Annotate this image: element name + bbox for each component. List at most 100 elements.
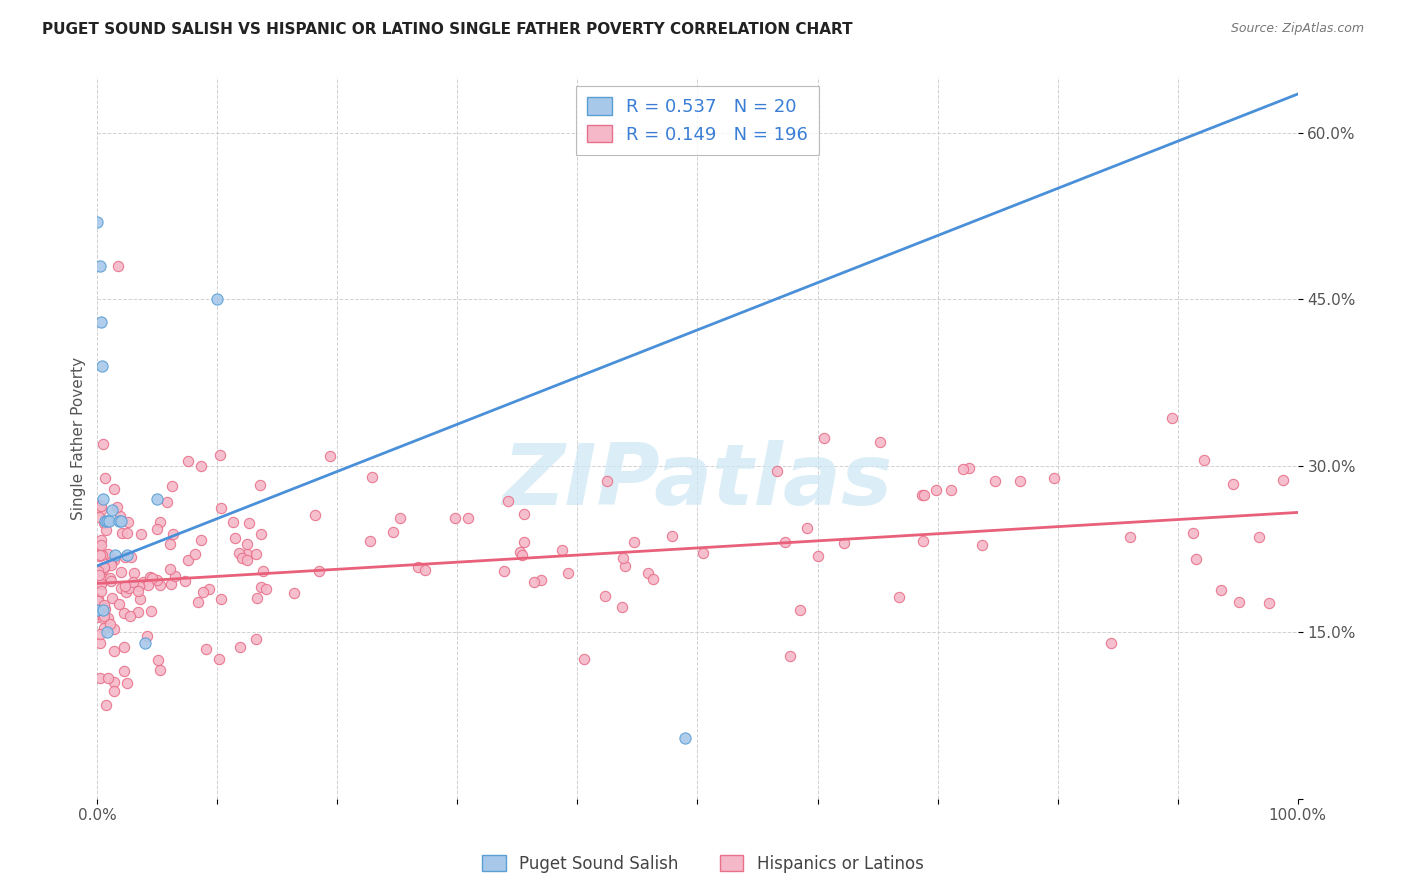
Point	[115, 585, 138, 599]
Point	[87, 499, 110, 513]
Point	[1185, 552, 1208, 566]
Point	[103, 482, 125, 496]
Point	[308, 564, 330, 578]
Point	[207, 293, 229, 307]
Point	[128, 579, 150, 593]
Point	[162, 526, 184, 541]
Point	[245, 547, 267, 561]
Point	[661, 528, 683, 542]
Point	[89, 636, 111, 650]
Point	[90, 315, 112, 329]
Point	[361, 469, 384, 483]
Point	[132, 574, 155, 589]
Point	[98, 617, 121, 632]
Point	[283, 586, 305, 600]
Point	[136, 578, 159, 592]
Point	[637, 566, 659, 581]
Point	[231, 550, 253, 565]
Point	[146, 492, 169, 507]
Point	[250, 526, 273, 541]
Point	[1249, 530, 1271, 544]
Point	[120, 550, 142, 565]
Point	[236, 552, 259, 566]
Point	[91, 436, 114, 450]
Point	[246, 591, 269, 605]
Point	[382, 524, 405, 539]
Point	[122, 566, 145, 580]
Point	[224, 531, 246, 545]
Point	[194, 641, 217, 656]
Point	[93, 621, 115, 635]
Point	[87, 593, 110, 607]
Point	[165, 569, 187, 583]
Point	[103, 684, 125, 698]
Point	[498, 494, 520, 508]
Point	[1010, 475, 1032, 489]
Point	[118, 581, 141, 595]
Point	[90, 549, 112, 563]
Point	[86, 610, 108, 624]
Point	[444, 511, 467, 525]
Point	[249, 478, 271, 492]
Point	[114, 578, 136, 592]
Point	[146, 653, 169, 667]
Point	[94, 602, 117, 616]
Point	[90, 499, 112, 513]
Point	[110, 582, 132, 596]
Point	[91, 359, 114, 373]
Point	[93, 598, 115, 612]
Point	[1222, 477, 1244, 491]
Point	[641, 572, 664, 586]
Point	[146, 522, 169, 536]
Point	[1272, 473, 1295, 487]
Point	[972, 538, 994, 552]
Point	[87, 564, 110, 578]
Point	[457, 510, 479, 524]
Point	[93, 560, 115, 574]
Point	[177, 553, 200, 567]
Point	[912, 534, 935, 549]
Point	[155, 495, 177, 509]
Point	[93, 561, 115, 575]
Point	[87, 549, 110, 563]
Point	[238, 516, 260, 530]
Point	[141, 570, 163, 584]
Y-axis label: Single Father Poverty: Single Father Poverty	[72, 357, 86, 520]
Point	[1181, 525, 1204, 540]
Point	[523, 574, 546, 589]
Point	[107, 259, 129, 273]
Point	[87, 538, 110, 552]
Point	[114, 550, 136, 565]
Point	[93, 514, 115, 528]
Point	[117, 548, 139, 562]
Point	[911, 488, 934, 502]
Point	[139, 570, 162, 584]
Point	[254, 582, 277, 597]
Point	[118, 608, 141, 623]
Legend: R = 0.537   N = 20, R = 0.149   N = 196: R = 0.537 N = 20, R = 0.149 N = 196	[576, 87, 820, 155]
Point	[135, 629, 157, 643]
Point	[89, 563, 111, 577]
Point	[89, 259, 111, 273]
Point	[492, 565, 515, 579]
Point	[90, 533, 112, 547]
Point	[406, 560, 429, 574]
Point	[86, 603, 108, 617]
Point	[103, 675, 125, 690]
Point	[103, 644, 125, 658]
Point	[127, 583, 149, 598]
Point	[89, 568, 111, 582]
Point	[191, 585, 214, 599]
Point	[146, 573, 169, 587]
Point	[207, 652, 229, 666]
Point	[593, 589, 616, 603]
Point	[765, 464, 787, 478]
Point	[610, 600, 633, 615]
Point	[236, 547, 259, 561]
Point	[513, 508, 536, 522]
Point	[94, 698, 117, 713]
Point	[127, 605, 149, 619]
Point	[87, 500, 110, 514]
Point	[100, 558, 122, 572]
Point	[177, 454, 200, 468]
